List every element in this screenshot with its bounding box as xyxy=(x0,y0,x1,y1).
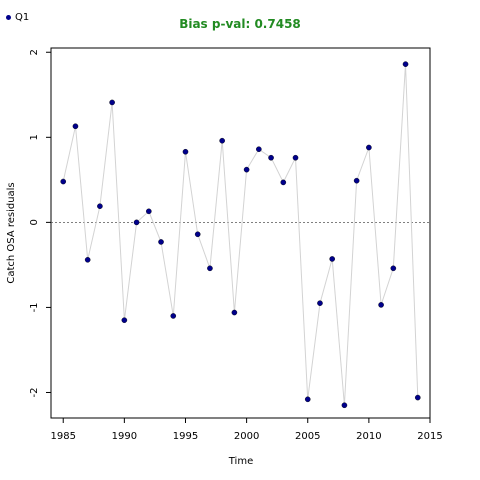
data-point-1995 xyxy=(182,148,189,155)
x-tick-label-2010: 2010 xyxy=(356,431,381,442)
data-point-2013 xyxy=(402,61,409,67)
x-tick-label-2000: 2000 xyxy=(234,431,259,442)
data-point-1988 xyxy=(97,203,103,210)
data-point-1998 xyxy=(219,137,225,144)
data-point-1996 xyxy=(194,231,201,238)
data-point-2004 xyxy=(292,154,299,161)
data-point-1986 xyxy=(72,123,79,130)
y-axis-label: Catch OSA residuals xyxy=(6,182,17,283)
y-tick-label--2: -2 xyxy=(29,387,40,397)
x-tick-label-2015: 2015 xyxy=(417,431,442,442)
x-tick-label-1985: 1985 xyxy=(50,431,75,442)
x-axis-label: Time xyxy=(228,456,253,467)
data-point-2012 xyxy=(390,265,397,272)
data-point-2010 xyxy=(366,144,372,151)
data-point-2006 xyxy=(317,300,323,306)
y-tick-label--1: -1 xyxy=(29,302,40,312)
data-point-2003 xyxy=(280,179,287,186)
chart-title: Bias p-val: 0.7458 xyxy=(179,17,301,31)
y-tick-label-1: 1 xyxy=(29,134,40,140)
data-point-1985 xyxy=(60,178,67,185)
data-point-2009 xyxy=(353,177,360,184)
data-point-2011 xyxy=(378,302,384,308)
series-line-Q1 xyxy=(62,64,419,406)
data-point-2008 xyxy=(341,402,348,409)
y-tick-label-2: 2 xyxy=(29,49,40,55)
data-point-1999 xyxy=(231,309,238,316)
data-point-1989 xyxy=(109,99,115,106)
data-point-2002 xyxy=(268,154,274,161)
data-point-1994 xyxy=(170,313,177,319)
x-tick-label-2005: 2005 xyxy=(295,431,320,442)
data-point-1997 xyxy=(207,265,213,272)
plot-area: 1985 1990 1995 2000 2005 2010 2015 -2 -1 0 1 2 xyxy=(29,47,443,442)
x-tick-label-1995: 1995 xyxy=(173,431,198,442)
data-point-1993 xyxy=(158,239,164,245)
y-tick-label-0: 0 xyxy=(29,219,40,225)
data-point-1992 xyxy=(146,208,152,215)
x-tick-label-1990: 1990 xyxy=(112,431,137,442)
data-point-2005 xyxy=(304,396,311,403)
data-point-1987 xyxy=(84,256,91,263)
data-point-1991 xyxy=(133,219,140,226)
data-point-2014 xyxy=(414,394,421,401)
plot-frame xyxy=(50,47,431,419)
data-point-2000 xyxy=(243,166,250,173)
data-point-2001 xyxy=(256,146,262,153)
legend-label: Q1 xyxy=(15,12,30,23)
legend-marker xyxy=(6,15,11,20)
data-point-2007 xyxy=(329,256,335,262)
data-point-1990 xyxy=(121,317,128,323)
legend: Q1 xyxy=(6,12,29,23)
